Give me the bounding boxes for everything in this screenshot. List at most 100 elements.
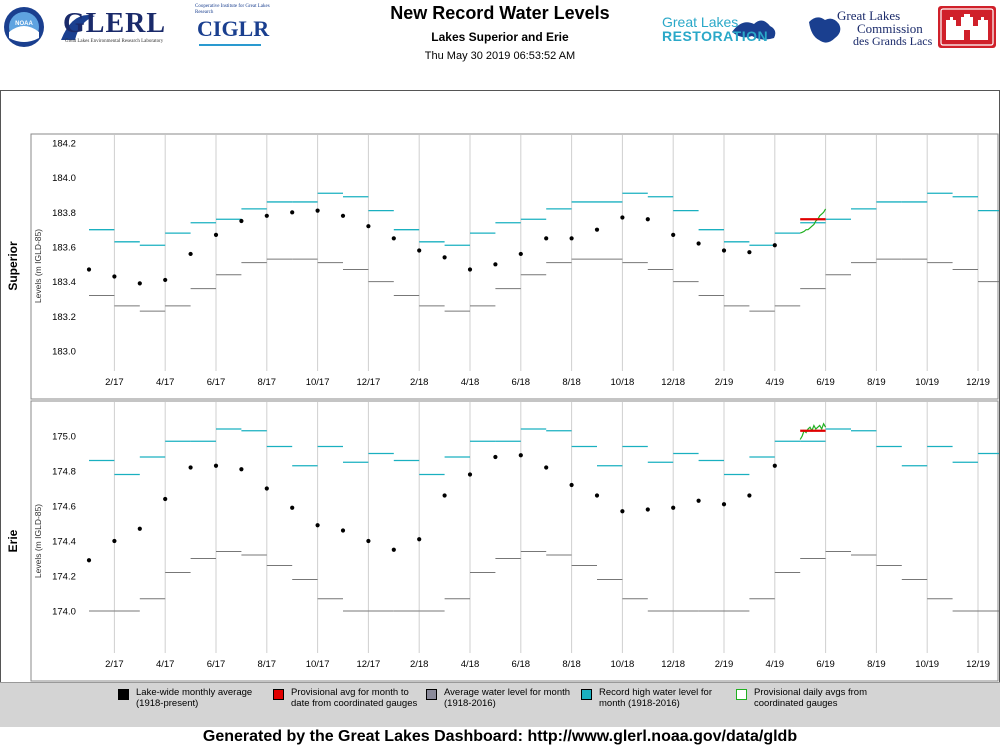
x-tick-label: 12/17 xyxy=(357,659,381,670)
x-tick-label: 8/17 xyxy=(258,377,277,388)
x-tick-label: 2/19 xyxy=(715,659,734,670)
ciglr-logo: Cooperative Institute for Great Lakes Re… xyxy=(195,4,285,48)
x-tick-label: 6/19 xyxy=(816,659,835,670)
glri-text-2: RESTORATION xyxy=(662,28,769,44)
monthly-average-point xyxy=(645,507,650,512)
monthly-average-point xyxy=(366,224,371,229)
x-tick-label: 12/18 xyxy=(661,659,685,670)
legend-swatch-provisional-daily xyxy=(736,689,747,700)
monthly-average-point xyxy=(417,537,422,542)
x-tick-label: 8/18 xyxy=(562,659,581,670)
x-tick-label: 12/18 xyxy=(661,377,685,388)
monthly-average-point xyxy=(544,465,549,470)
x-tick-label: 6/19 xyxy=(816,377,835,388)
y-tick-label: 184.2 xyxy=(52,139,76,150)
monthly-average-point xyxy=(442,493,447,498)
monthly-average-point xyxy=(493,454,498,460)
monthly-average-point xyxy=(340,213,346,218)
x-tick-label: 2/19 xyxy=(715,377,734,388)
x-tick-label: 8/19 xyxy=(867,659,886,670)
x-tick-label: 6/18 xyxy=(512,377,531,388)
monthly-average-point xyxy=(518,453,523,458)
plot-area xyxy=(30,133,999,400)
x-tick-label: 12/19 xyxy=(966,659,990,670)
y-tick-label: 184.0 xyxy=(52,173,76,184)
y-tick-label: 174.8 xyxy=(52,467,76,478)
x-tick-label: 4/18 xyxy=(461,377,480,388)
legend-swatch-record-high xyxy=(581,689,592,700)
monthly-average-point xyxy=(163,277,168,283)
legend-swatch-provisional-avg xyxy=(273,689,284,700)
glri-logo: Great Lakes RESTORATION xyxy=(662,10,792,46)
noaa-text: NOAA xyxy=(15,21,33,27)
monthly-average-point xyxy=(518,251,523,257)
monthly-average-point xyxy=(163,496,168,502)
y-tick-label: 183.2 xyxy=(52,312,76,323)
monthly-average-point xyxy=(594,227,600,232)
x-tick-label: 8/19 xyxy=(867,377,886,388)
x-tick-label: 12/17 xyxy=(357,377,381,388)
monthly-average-point xyxy=(264,486,269,491)
x-tick-label: 2/18 xyxy=(410,377,429,388)
monthly-average-point xyxy=(137,281,142,286)
monthly-average-point xyxy=(391,547,396,552)
y-tick-label: 174.0 xyxy=(52,607,76,618)
monthly-average-point xyxy=(340,528,346,533)
legend-label-monthly: Lake-wide monthly average (1918-present) xyxy=(136,687,253,709)
panel-superior: 183.0 183.2 183.4 183.6 183.8 184.0 184.2 Super… xyxy=(6,133,1000,400)
y-tick-label: 183.6 xyxy=(52,243,76,254)
legend-label-record-high: Record high water level for month (1918-… xyxy=(599,687,712,709)
monthly-average-point xyxy=(391,236,396,241)
monthly-average-point xyxy=(239,467,244,472)
monthly-average-point xyxy=(696,498,701,503)
monthly-average-point xyxy=(112,538,117,544)
y-tick-label: 174.2 xyxy=(52,572,76,583)
x-tick-label: 8/18 xyxy=(562,377,581,388)
x-tick-label: 12/19 xyxy=(966,377,990,388)
x-tick-label: 10/17 xyxy=(306,377,330,388)
monthly-average-point xyxy=(772,243,777,248)
glri-text-1: Great Lakes xyxy=(662,14,739,30)
glc-logo: Great Lakes Commission des Grands Lacs xyxy=(805,6,935,50)
monthly-average-point xyxy=(569,236,574,241)
x-tick-label: 10/18 xyxy=(611,659,635,670)
monthly-average-point xyxy=(86,267,92,272)
monthly-average-point xyxy=(290,505,295,510)
monthly-average-point xyxy=(315,208,320,213)
y-axis-label: Levels (m IGLD-85) xyxy=(33,229,43,303)
panel-erie: 174.0 174.2 174.4 174.6 174.8 175.0 Erie Levels… xyxy=(6,400,1000,682)
monthly-average-point xyxy=(315,523,320,528)
x-tick-label: 4/17 xyxy=(156,659,175,670)
x-tick-label: 2/17 xyxy=(105,377,124,388)
x-tick-label: 4/19 xyxy=(766,659,785,670)
x-tick-label: 6/17 xyxy=(207,377,226,388)
monthly-average-point xyxy=(493,262,498,267)
lake-label: Erie xyxy=(6,529,20,552)
x-tick-label: 10/18 xyxy=(611,377,635,388)
chart-frame: 183.0 183.2 183.4 183.6 183.8 184.0 184.2 Super… xyxy=(0,90,1000,683)
x-tick-label: 6/18 xyxy=(512,659,531,670)
monthly-average-point xyxy=(442,255,447,260)
monthly-average-point xyxy=(620,215,625,220)
ciglr-text: CIGLR xyxy=(197,16,270,41)
monthly-average-point xyxy=(569,482,574,488)
monthly-average-point xyxy=(366,538,371,544)
monthly-average-point xyxy=(264,213,269,218)
y-axis-label: Levels (m IGLD-85) xyxy=(33,504,43,578)
x-tick-label: 8/17 xyxy=(258,659,277,670)
noaa-logo: NOAA xyxy=(4,7,44,47)
monthly-average-point xyxy=(188,465,193,470)
x-tick-label: 2/18 xyxy=(410,659,429,670)
monthly-average-point xyxy=(467,472,473,477)
glc-text-3: des Grands Lacs xyxy=(853,34,933,48)
glc-text-1: Great Lakes xyxy=(837,8,901,23)
legend: Lake-wide monthly average (1918-present)… xyxy=(0,682,1000,727)
provisional-daily-line xyxy=(799,208,827,234)
monthly-average-point xyxy=(772,463,777,468)
y-tick-label: 183.0 xyxy=(52,347,76,358)
x-tick-label: 10/19 xyxy=(915,659,939,670)
monthly-average-point xyxy=(86,558,92,563)
usace-castle-logo xyxy=(938,6,996,48)
water-level-charts: 183.0 183.2 183.4 183.6 183.8 184.0 184.2 Super… xyxy=(6,133,1000,682)
monthly-average-point xyxy=(747,493,752,498)
